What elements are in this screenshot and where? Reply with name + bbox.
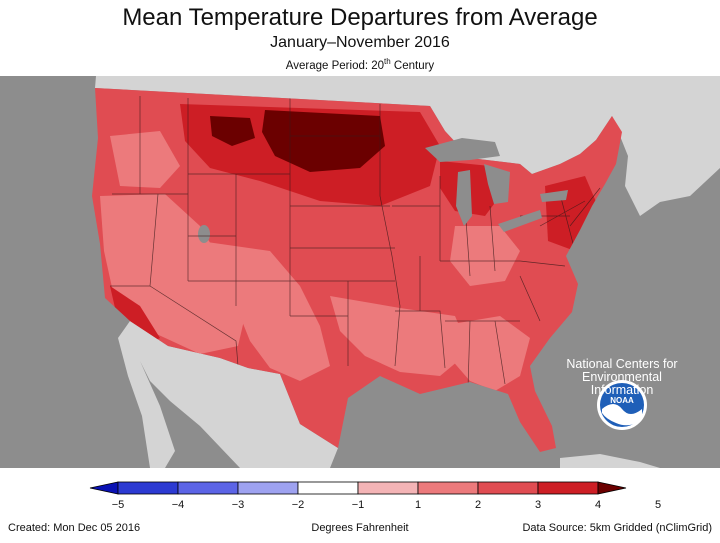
legend-tick-label: −2 bbox=[292, 499, 305, 511]
average-period-suffix: Century bbox=[390, 59, 435, 72]
legend-tick-label: 5 bbox=[655, 499, 661, 511]
state-borders bbox=[110, 96, 601, 389]
ncei-line-3: Information bbox=[590, 383, 654, 397]
canada-landmass bbox=[70, 76, 720, 216]
great-salt-lake bbox=[198, 225, 210, 243]
legend-swatch bbox=[177, 481, 239, 495]
noaa-logo-gull bbox=[602, 404, 642, 426]
legend-tick-label: −5 bbox=[112, 499, 125, 511]
legend-tick-label: 1 bbox=[415, 499, 421, 511]
lake-ontario bbox=[540, 190, 568, 202]
noaa-logo-text: NOAA bbox=[610, 396, 634, 405]
legend-tick-label: −3 bbox=[232, 499, 245, 511]
legend-swatch bbox=[477, 481, 539, 495]
created-date: Created: Mon Dec 05 2016 bbox=[8, 522, 141, 534]
lake-superior bbox=[425, 138, 500, 162]
color-legend: −5 −4 −3 −2 −1 1 2 3 4 5 bbox=[89, 481, 661, 511]
anomaly-zone-gt5-montana bbox=[210, 116, 255, 146]
data-source: Data Source: 5km Gridded (nClimGrid) bbox=[522, 522, 712, 534]
cuba-landmass bbox=[560, 454, 660, 468]
average-period-label: Average Period: 20th Century bbox=[0, 57, 720, 72]
map-title: Mean Temperature Departures from Average bbox=[122, 4, 598, 31]
mexico-landmass bbox=[118, 321, 338, 468]
legend-swatch bbox=[117, 481, 179, 495]
legend-swatch bbox=[417, 481, 479, 495]
anomaly-zone-gt5-northplains bbox=[262, 110, 385, 172]
legend-tick-label: −4 bbox=[172, 499, 185, 511]
map-panel: NOAA National Centers for Environmental … bbox=[0, 76, 720, 468]
anomaly-zone-2-3-southwest bbox=[200, 241, 330, 381]
anomaly-zone-2-3-southeast bbox=[440, 316, 530, 391]
legend-tick-label: −1 bbox=[352, 499, 365, 511]
noaa-logo: NOAA bbox=[597, 380, 647, 430]
legend-tick-label: 2 bbox=[475, 499, 481, 511]
legend-swatch bbox=[537, 481, 599, 495]
anomaly-zone-4-5-california bbox=[110, 286, 160, 346]
legend-swatch bbox=[297, 481, 359, 495]
average-period-superscript: th bbox=[384, 57, 391, 66]
lake-huron bbox=[484, 164, 510, 204]
legend-arrow-high bbox=[597, 481, 627, 495]
legend-tick-label: 4 bbox=[595, 499, 601, 511]
anomaly-zone-2-3-northwest bbox=[110, 131, 180, 188]
legend-arrow-low bbox=[89, 481, 119, 495]
map-subtitle: January–November 2016 bbox=[270, 34, 450, 51]
anomaly-zone-2-3-southcentral bbox=[330, 296, 470, 376]
legend-swatch bbox=[237, 481, 299, 495]
average-period-prefix: Average Period: 20 bbox=[285, 59, 385, 72]
lake-erie bbox=[498, 210, 542, 232]
legend-tick-label: 3 bbox=[535, 499, 541, 511]
legend-units-label: Degrees Fahrenheit bbox=[311, 522, 409, 534]
map-canvas bbox=[70, 76, 720, 468]
temperature-anomaly-field bbox=[92, 88, 622, 452]
lake-michigan bbox=[456, 170, 472, 226]
legend-swatch bbox=[357, 481, 419, 495]
ncei-line-1: National Centers for bbox=[566, 357, 678, 371]
ncei-line-2: Environmental bbox=[582, 370, 662, 384]
